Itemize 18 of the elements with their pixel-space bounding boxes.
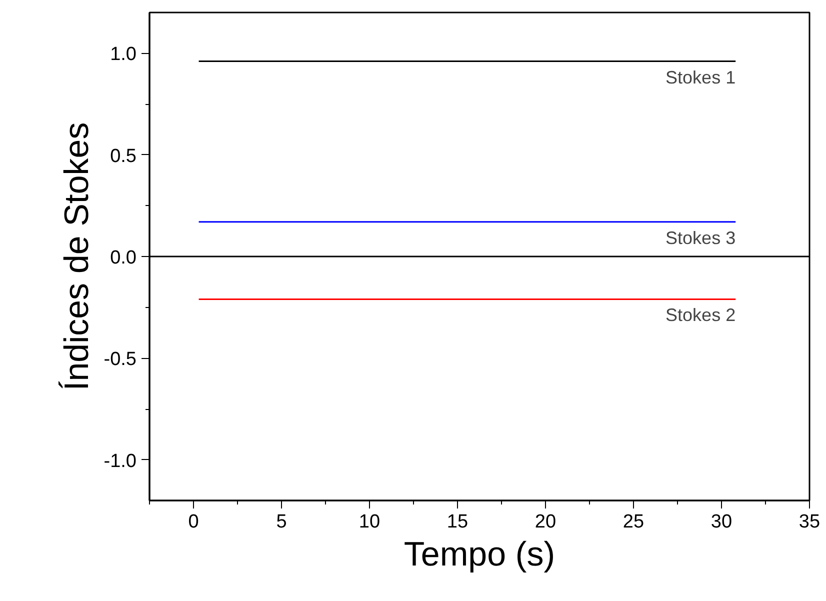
x-tick-label: 0 — [188, 512, 199, 532]
x-tick-label: 20 — [534, 512, 556, 532]
x-tick-label: 15 — [446, 512, 468, 532]
y-tick-label: -1.0 — [104, 450, 137, 472]
y-tick-label: 0.5 — [110, 146, 137, 167]
x-tick-label: 35 — [798, 512, 820, 532]
x-tick-label: 25 — [622, 512, 644, 532]
x-tick-label: 10 — [358, 512, 380, 532]
x-axis-title: Tempo (s) — [404, 536, 556, 574]
x-tick-label: 30 — [710, 512, 732, 532]
y-tick-label: 1.0 — [110, 44, 137, 66]
y-tick-label: 0.0 — [110, 248, 137, 268]
series-label: Stokes 3 — [666, 228, 736, 248]
x-tick-label: 5 — [276, 512, 287, 532]
y-axis-title: Índices de Stokes — [58, 122, 96, 391]
y-tick-label: -0.5 — [104, 349, 137, 370]
series-label: Stokes 1 — [666, 67, 736, 88]
series-label: Stokes 2 — [666, 305, 736, 326]
